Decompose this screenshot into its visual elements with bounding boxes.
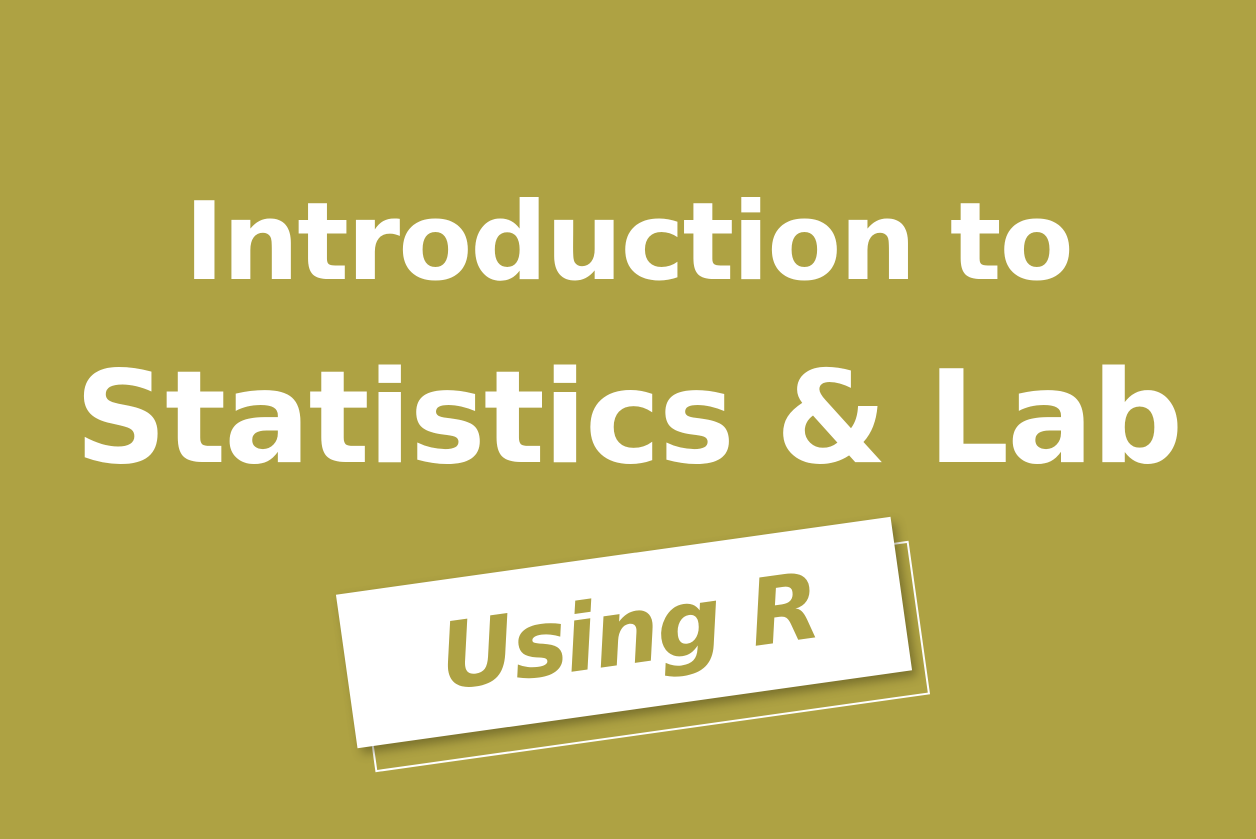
title-line-statistics-lab: Statistics & Lab bbox=[74, 344, 1183, 493]
tag-label-using-r: Using R bbox=[432, 551, 826, 711]
title-line-introduction: Introduction to bbox=[184, 180, 1074, 305]
